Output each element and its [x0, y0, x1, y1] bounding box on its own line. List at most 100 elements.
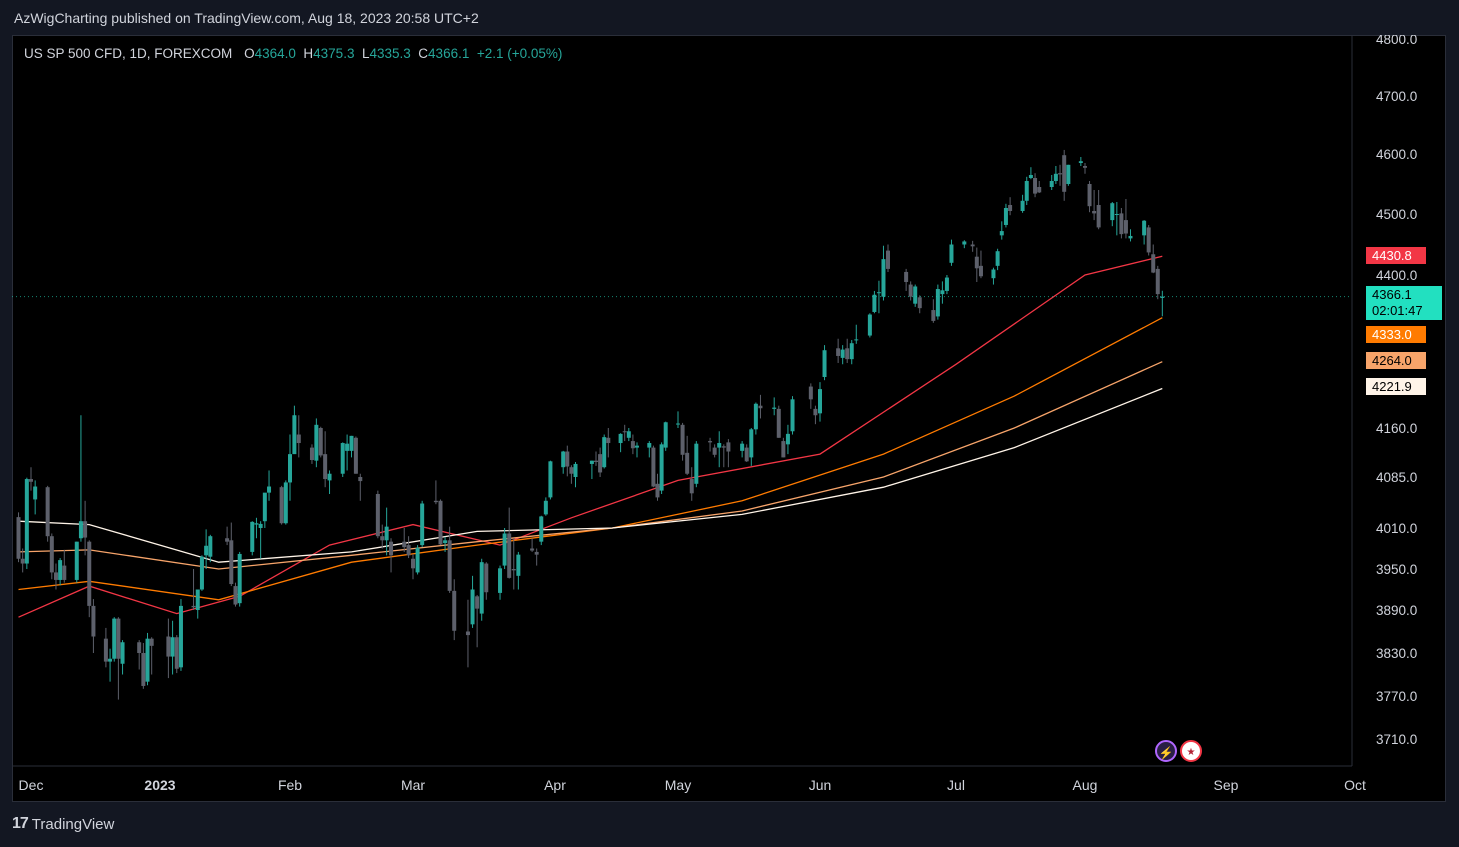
candle — [74, 541, 79, 583]
candle-body — [1151, 254, 1156, 273]
candle-body — [384, 526, 389, 541]
candle-body — [970, 244, 975, 247]
candle-body — [112, 618, 117, 659]
candle-body — [908, 284, 913, 297]
candle-body — [389, 541, 394, 556]
candle — [872, 290, 877, 314]
x-tick-label: Oct — [1344, 777, 1366, 793]
candle-body — [913, 286, 918, 304]
candle — [530, 538, 535, 552]
candle-body — [327, 473, 332, 481]
x-axis: Dec 2023 Feb Mar Apr May Jun Jul Aug Sep Oct — [19, 777, 1366, 793]
candle — [1008, 197, 1013, 216]
candle — [358, 473, 363, 501]
candle-body — [479, 562, 484, 614]
candle-body — [250, 521, 255, 552]
candle — [465, 599, 470, 668]
candle — [999, 221, 1004, 240]
candle-body — [548, 461, 553, 498]
chart-plot[interactable]: 4800.0 4700.0 4600.0 4500.0 4400.0 4160.0 4085… — [12, 35, 1446, 802]
candle-body — [651, 447, 656, 487]
candle-body — [717, 443, 722, 448]
ma-line-2 — [18, 361, 1163, 570]
candle — [1123, 199, 1128, 239]
candle-body — [530, 548, 535, 551]
candle-body — [726, 442, 731, 452]
candle — [452, 579, 457, 641]
candle — [384, 507, 389, 556]
candle-body — [53, 572, 58, 580]
candle — [475, 594, 480, 648]
candle — [808, 383, 813, 409]
candle — [447, 526, 452, 593]
candle — [16, 512, 21, 563]
candle — [721, 444, 726, 468]
moving-averages — [18, 255, 1163, 618]
candle-body — [199, 556, 204, 590]
change-value: +2.1 (+0.05%) — [476, 46, 563, 61]
candle — [744, 444, 749, 462]
candle-body — [353, 437, 358, 474]
candle-body — [1160, 296, 1165, 298]
candle — [349, 435, 354, 458]
candle — [225, 526, 230, 546]
x-tick-label: Dec — [19, 777, 44, 793]
candle — [137, 640, 142, 670]
candle — [411, 553, 415, 580]
candle-body — [659, 444, 664, 491]
tradingview-logo-icon[interactable]: 17 — [12, 815, 29, 832]
candle — [1146, 224, 1151, 256]
candle-body — [484, 563, 489, 593]
candle-body — [744, 447, 749, 462]
candle — [1160, 290, 1165, 317]
candle — [258, 521, 263, 559]
candle-body — [995, 251, 1000, 266]
candle-body — [1058, 173, 1063, 175]
candle-body — [622, 431, 627, 433]
candle-body — [1155, 268, 1160, 295]
candle — [20, 548, 25, 573]
candle-body — [647, 443, 652, 448]
candle — [1083, 163, 1087, 174]
candle-body — [663, 422, 668, 448]
candle — [45, 485, 50, 542]
candle-body — [108, 658, 113, 662]
bar-countdown: 02:01:47 — [1372, 303, 1423, 318]
candle — [323, 431, 328, 488]
ema100-price-tag: 4333.0 — [1366, 326, 1426, 343]
candle-body — [1087, 184, 1092, 207]
candle-body — [166, 636, 171, 657]
last-price-value: 4366.1 — [1372, 287, 1412, 302]
lightning-icon[interactable]: ⚡ — [1155, 740, 1177, 762]
candle-body — [931, 310, 936, 321]
candle-body — [708, 441, 713, 443]
candle — [191, 569, 196, 610]
candle-body — [349, 435, 354, 451]
candle-body — [840, 349, 845, 358]
candle — [569, 465, 574, 484]
candle-body — [309, 447, 314, 461]
y-tick-label: 4085.0 — [1376, 470, 1417, 485]
candle — [24, 477, 29, 569]
candle-body — [74, 541, 79, 580]
candle — [917, 295, 922, 314]
candle-body — [470, 589, 475, 625]
brand-label[interactable]: TradingView — [31, 815, 115, 833]
us-flag-icon[interactable]: ★ — [1180, 740, 1202, 762]
ohlc-legend: US SP 500 CFD, 1D, FOREXCOM O4364.0 H437… — [24, 46, 562, 61]
candle-body — [1028, 175, 1033, 178]
candle-body — [618, 433, 623, 444]
candle — [484, 562, 489, 600]
candle-body — [940, 290, 945, 295]
candle — [840, 345, 845, 365]
candle — [970, 240, 975, 252]
candle-body — [406, 545, 411, 556]
candle — [53, 563, 58, 590]
candle — [1114, 202, 1119, 236]
candle-body — [438, 500, 443, 545]
candle-body — [33, 486, 38, 500]
candle — [178, 599, 183, 671]
candle-body — [1024, 181, 1029, 201]
candle — [141, 642, 146, 689]
candle — [659, 442, 664, 494]
